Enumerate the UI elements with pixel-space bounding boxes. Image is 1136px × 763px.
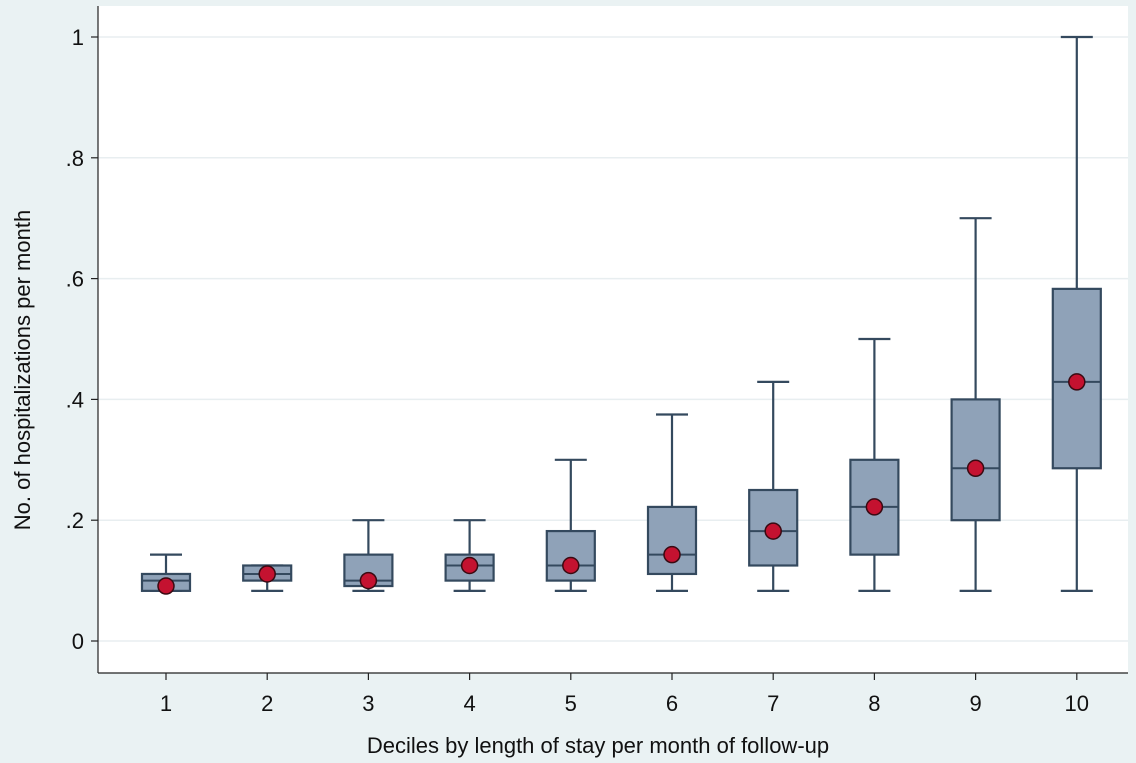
x-tick-label: 7 [767,691,779,716]
mean-markers [157,373,1086,595]
mean-marker-6 [663,545,681,564]
mean-marker-4 [460,556,479,575]
x-tick-label: 2 [261,691,273,716]
y-tick-label: 1 [72,25,84,50]
mean-marker-3 [359,571,378,590]
y-tick-label: .6 [66,267,84,292]
y-axis-title: No. of hospitalizations per month [10,210,35,530]
y-tick-label: .8 [66,146,84,171]
plot-area [98,6,1128,673]
x-tick-label: 3 [362,691,374,716]
x-tick-label: 4 [463,691,475,716]
axes: 0 .2 .4 .6 .8 1 1 2 3 4 5 6 7 8 9 10 [66,6,1128,716]
x-axis-title: Deciles by length of stay per month of f… [367,733,829,758]
mean-marker-10 [1068,373,1086,391]
x-tick-label: 8 [868,691,880,716]
mean-marker-7 [764,522,782,540]
x-tick-label: 1 [160,691,172,716]
x-tick-label: 10 [1065,691,1089,716]
iqr-box [646,505,698,576]
mean-marker-1 [157,577,175,595]
x-tick-label: 6 [666,691,678,716]
y-tick-label: .4 [66,387,84,412]
mean-marker-2 [258,565,276,583]
y-tick-label: .2 [66,508,84,533]
mean-marker-5 [562,556,580,575]
box-10 [1051,35,1102,592]
x-tick-label: 5 [565,691,577,716]
gridlines [98,36,1128,642]
mean-marker-9 [966,459,985,478]
x-tick-label: 9 [969,691,981,716]
iqr-box [1051,287,1102,470]
mean-marker-8 [865,498,884,516]
y-tick-label: 0 [72,629,84,654]
